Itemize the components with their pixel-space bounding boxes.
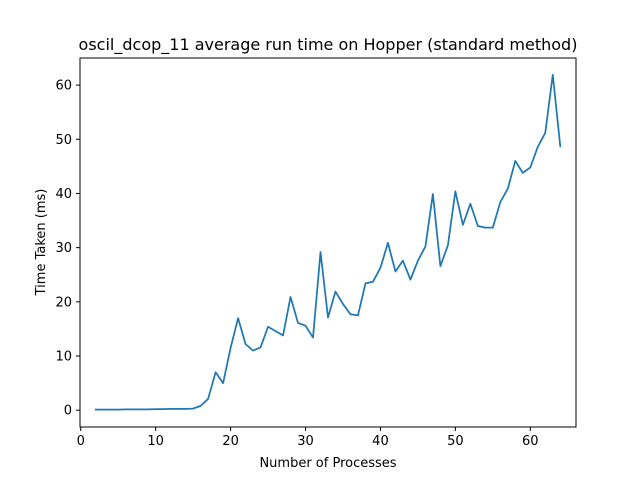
y-tick-label: 30 bbox=[55, 241, 72, 256]
y-tick-label: 10 bbox=[55, 350, 72, 365]
x-axis-label: Number of Processes bbox=[259, 456, 396, 471]
x-tick-label: 10 bbox=[147, 434, 164, 449]
y-tick-label: 40 bbox=[55, 187, 72, 202]
x-tick-label: 0 bbox=[77, 434, 85, 449]
x-tick-label: 20 bbox=[222, 434, 239, 449]
y-axis-label: Time Taken (ms) bbox=[34, 189, 49, 297]
x-tick-label: 30 bbox=[297, 434, 314, 449]
x-axis: 0 10 20 30 40 50 60 bbox=[77, 427, 539, 449]
x-tick-label: 60 bbox=[522, 434, 539, 449]
plot-area bbox=[94, 73, 562, 411]
y-axis: 0 10 20 30 40 50 60 bbox=[55, 79, 80, 419]
series-line bbox=[94, 73, 562, 411]
y-tick-label: 20 bbox=[55, 295, 72, 310]
y-tick-label: 0 bbox=[64, 404, 72, 419]
x-tick-label: 50 bbox=[447, 434, 464, 449]
x-tick-label: 40 bbox=[372, 434, 389, 449]
chart-title: oscil_dcop_11 average run time on Hopper… bbox=[79, 35, 578, 55]
plot-frame bbox=[79, 57, 577, 428]
y-tick-label: 50 bbox=[55, 133, 72, 148]
y-tick-label: 60 bbox=[55, 79, 72, 94]
